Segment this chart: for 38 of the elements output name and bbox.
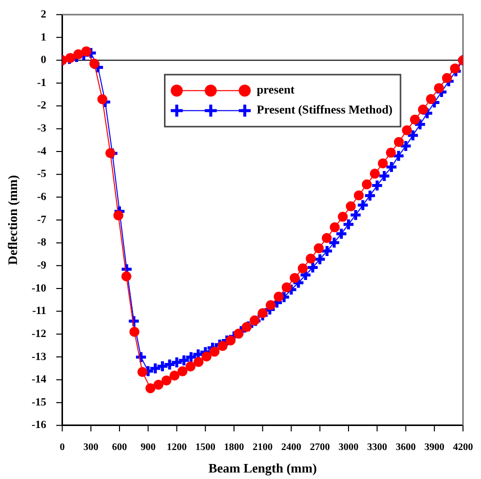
x-tick-label: 2100 (252, 442, 273, 453)
x-tick-label: 3300 (367, 442, 388, 453)
x-tick-label: 1500 (195, 442, 216, 453)
x-tick-label: 3900 (424, 442, 444, 453)
x-tick-label: 600 (112, 442, 128, 453)
y-tick-label: -9 (37, 259, 47, 272)
y-tick-label: -6 (37, 191, 47, 204)
x-tick-label: 300 (83, 442, 98, 453)
x-tick-label: 900 (140, 442, 156, 453)
y-tick-label: -13 (32, 350, 47, 363)
legend-label: Present (Stiffness Method) (256, 102, 393, 117)
y-tick-label: -14 (32, 374, 47, 386)
x-tick-label: 1200 (166, 442, 187, 453)
y-tick-label: -12 (32, 328, 47, 340)
legend-label: present (256, 82, 295, 97)
x-tick-label: 4200 (453, 442, 473, 453)
y-tick-label: -7 (37, 214, 47, 226)
x-tick-label: 2700 (310, 442, 330, 453)
x-tick-label: 3600 (396, 442, 416, 453)
y-tick-label: -16 (32, 419, 47, 432)
x-tick-label: 3000 (338, 442, 359, 453)
x-tick-label: 0 (60, 442, 65, 453)
x-tick-label: 2400 (281, 442, 302, 453)
y-tick-label: -8 (37, 236, 47, 249)
x-axis-title: Beam Length (mm) (208, 460, 317, 476)
y-axis-title: Deflection (mm) (5, 175, 20, 265)
y-tick-label: -5 (37, 168, 47, 180)
y-tick-label: 2 (40, 8, 47, 20)
y-tick-label: -3 (37, 122, 47, 135)
y-tick-label: -11 (32, 305, 46, 318)
y-tick-label: 1 (40, 31, 46, 44)
x-tick-label: 1800 (224, 442, 244, 453)
y-tick-label: -10 (32, 282, 47, 294)
y-tick-label: -2 (37, 100, 47, 112)
y-tick-label: -15 (32, 396, 47, 408)
y-tick-label: -1 (37, 76, 46, 89)
y-tick-label: 0 (40, 54, 47, 66)
y-tick-label: -4 (37, 145, 47, 158)
